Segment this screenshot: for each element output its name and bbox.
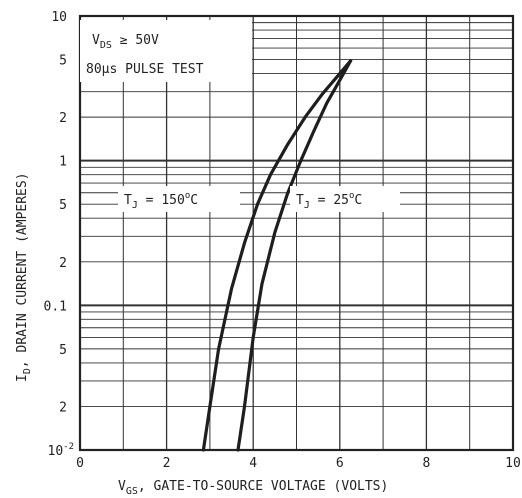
series-label-bg-25 (290, 186, 400, 212)
y-tick-label: 0.1 (44, 299, 67, 314)
y-tick-label: 10-2 (48, 442, 75, 459)
x-axis-title: VGS, GATE-TO-SOURCE VOLTAGE (VOLTS) (118, 479, 388, 497)
y-tick-label: 2 (59, 400, 67, 415)
tick-labels: 0 2 4 6 8 10 10 5 2 1 5 2 0.1 5 2 10-2 (44, 10, 521, 471)
x-tick-label: 0 (76, 456, 84, 471)
test-condition-box (80, 20, 252, 82)
series-line-0 (201, 59, 353, 452)
y-tick-label: 1 (59, 155, 67, 170)
series-label-tj-150: TJ = 150oC (124, 191, 198, 211)
x-tick-label: 6 (336, 456, 344, 471)
pulse-test-label: 80μs PULSE TEST (86, 62, 204, 77)
y-tick-label: 5 (59, 343, 67, 358)
series-line-1 (236, 59, 353, 452)
y-axis-title: ID, DRAIN CURRENT (AMPERES) (15, 172, 33, 382)
x-tick-label: 2 (163, 456, 171, 471)
vds-condition-label: VDS ≥ 50V (92, 33, 159, 51)
y-tick-label: 2 (59, 256, 67, 271)
x-tick-label: 10 (505, 456, 521, 471)
y-tick-label: 2 (59, 111, 67, 126)
y-tick-label: 10 (51, 10, 67, 25)
series-label-tj-25: TJ = 25oC (296, 191, 362, 211)
x-tick-label: 4 (249, 456, 257, 471)
x-tick-label: 8 (422, 456, 430, 471)
y-tick-label: 5 (59, 54, 67, 69)
y-tick-label: 5 (59, 198, 67, 213)
plot-frame (78, 14, 515, 452)
series-label-bg-150 (118, 186, 240, 212)
series-layer (201, 59, 353, 452)
